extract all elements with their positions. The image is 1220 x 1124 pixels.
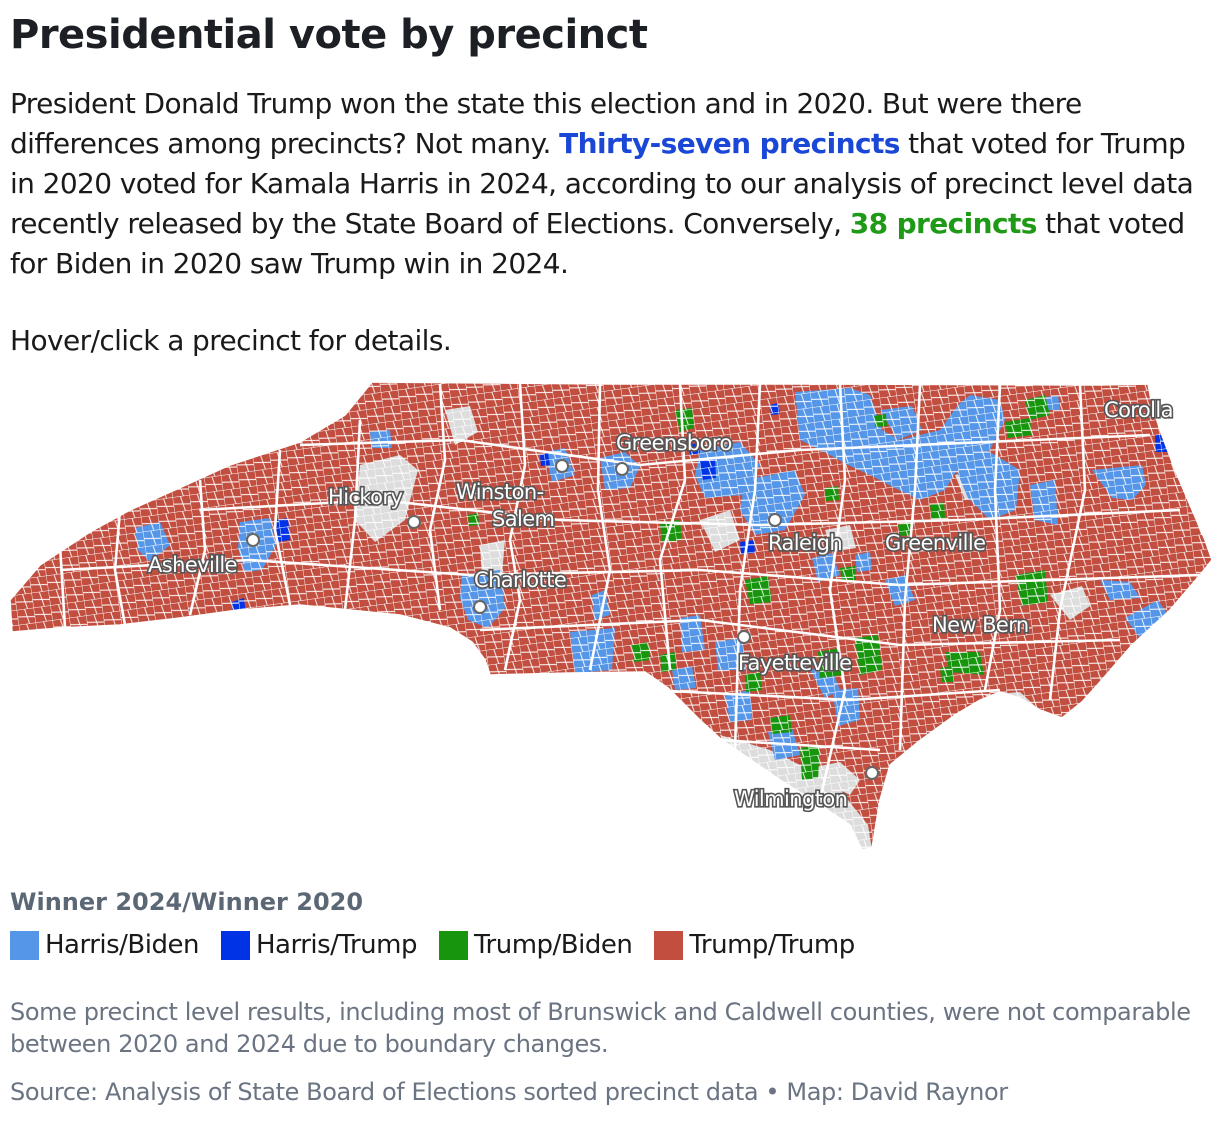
precinct-map[interactable]: Corolla Greensboro Winston- Salem Hickor… — [0, 370, 1220, 880]
city-dot-winston-salem — [555, 459, 569, 473]
swatch-harris-biden — [10, 930, 39, 960]
city-label-salem: Salem — [492, 507, 554, 531]
legend-item-harris-biden[interactable]: Harris/Biden — [10, 930, 199, 960]
city-label-raleigh: Raleigh — [768, 531, 842, 555]
city-label-winston: Winston- — [456, 480, 544, 504]
intro-part-3: that voted for Biden in 2020 saw Trump w… — [10, 207, 1185, 280]
highlight-trump-biden[interactable]: 38 precincts — [849, 207, 1038, 240]
intro-part-1: President Donald Trump won the state thi… — [10, 87, 1082, 160]
city-dot-charlotte — [473, 600, 487, 614]
city-dot-raleigh — [768, 513, 782, 527]
city-label-fayetteville: Fayetteville — [738, 651, 851, 675]
city-dot-asheville — [246, 533, 260, 547]
source-credit: Source: Analysis of State Board of Elect… — [10, 1078, 1008, 1106]
city-label-asheville: Asheville — [148, 553, 237, 577]
intro-text: President Donald Trump won the state thi… — [10, 84, 1210, 284]
legend-label: Harris/Trump — [255, 930, 418, 960]
swatch-trump-biden — [438, 930, 468, 960]
legend-item-trump-trump[interactable]: Trump/Trump — [654, 930, 855, 960]
legend-label: Harris/Biden — [45, 930, 199, 960]
city-label-greenville: Greenville — [885, 531, 985, 555]
legend-label: Trump/Trump — [689, 930, 855, 960]
legend-item-trump-biden[interactable]: Trump/Biden — [438, 930, 633, 960]
swatch-trump-trump — [654, 930, 684, 960]
hover-hint: Hover/click a precinct for details. — [10, 324, 452, 357]
legend: Harris/Biden Harris/Trump Trump/Biden Tr… — [10, 930, 877, 960]
city-markers — [246, 459, 879, 780]
chart-title: Presidential vote by precinct — [10, 12, 648, 58]
city-label-new-bern: New Bern — [932, 613, 1029, 637]
legend-item-harris-trump[interactable]: Harris/Trump — [220, 930, 418, 960]
city-label-charlotte: Charlotte — [474, 568, 566, 592]
city-label-corolla: Corolla — [1104, 398, 1173, 422]
city-label-wilmington: Wilmington — [734, 787, 847, 811]
intro-part-2: that voted for Trump in 2020 voted for K… — [10, 127, 1194, 240]
city-label-hickory: Hickory — [328, 485, 402, 509]
state-shape — [10, 382, 1212, 850]
highlight-harris-trump[interactable]: Thirty-seven precincts — [559, 127, 900, 160]
legend-label: Trump/Biden — [473, 930, 633, 960]
city-labels: Corolla Greensboro Winston- Salem Hickor… — [146, 396, 1175, 812]
city-dot-fayetteville — [737, 630, 751, 644]
footnote: Some precinct level results, including m… — [10, 998, 1191, 1058]
swatch-harris-trump — [220, 930, 250, 960]
city-dot-wilmington — [865, 766, 879, 780]
city-dot-greensboro — [615, 462, 629, 476]
city-label-greensboro: Greensboro — [616, 431, 732, 455]
city-dot-hickory — [407, 515, 421, 529]
legend-title: Winner 2024/Winner 2020 — [10, 888, 364, 916]
county-borders — [58, 383, 1201, 801]
